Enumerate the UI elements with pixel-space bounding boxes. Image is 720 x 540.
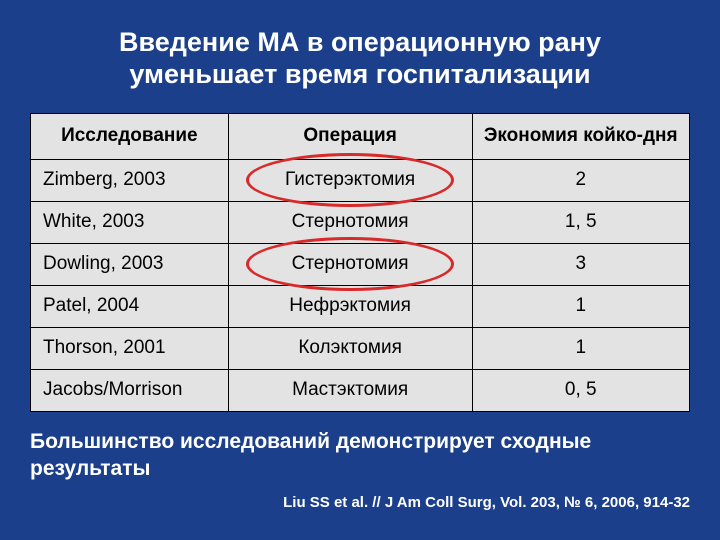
cell-operation: Колэктомия: [228, 327, 472, 369]
cell-savings: 2: [472, 159, 689, 201]
cell-operation: Гистерэктомия: [228, 159, 472, 201]
summary-text: Большинство исследований демонстрирует с…: [30, 428, 690, 483]
slide-title: Введение МА в операционную рану уменьшае…: [30, 26, 690, 91]
citation-text: Liu SS et al. // J Am Coll Surg, Vol. 20…: [30, 494, 690, 511]
cell-study: White, 2003: [31, 201, 229, 243]
cell-study: Dowling, 2003: [31, 243, 229, 285]
col-operation: Операция: [228, 113, 472, 159]
table-body: Zimberg, 2003Гистерэктомия2White, 2003Ст…: [31, 159, 690, 411]
cell-savings: 0, 5: [472, 369, 689, 411]
slide: Введение МА в операционную рану уменьшае…: [0, 0, 720, 540]
cell-study: Jacobs/Morrison: [31, 369, 229, 411]
cell-operation: Стернотомия: [228, 201, 472, 243]
cell-savings: 3: [472, 243, 689, 285]
cell-operation: Стернотомия: [228, 243, 472, 285]
cell-study: Patel, 2004: [31, 285, 229, 327]
title-line1: Введение МА в операционную рану: [119, 27, 601, 57]
cell-study: Thorson, 2001: [31, 327, 229, 369]
table-wrap: Исследование Операция Экономия койко-дня…: [30, 113, 690, 412]
cell-savings: 1: [472, 327, 689, 369]
table-row: Zimberg, 2003Гистерэктомия2: [31, 159, 690, 201]
cell-operation: Мастэктомия: [228, 369, 472, 411]
table-row: Thorson, 2001Колэктомия1: [31, 327, 690, 369]
table-row: Dowling, 2003Стернотомия3: [31, 243, 690, 285]
col-savings: Экономия койко-дня: [472, 113, 689, 159]
table-row: Patel, 2004Нефрэктомия1: [31, 285, 690, 327]
studies-table: Исследование Операция Экономия койко-дня…: [30, 113, 690, 412]
cell-study: Zimberg, 2003: [31, 159, 229, 201]
table-row: Jacobs/MorrisonМастэктомия0, 5: [31, 369, 690, 411]
cell-savings: 1: [472, 285, 689, 327]
table-row: White, 2003Стернотомия1, 5: [31, 201, 690, 243]
cell-savings: 1, 5: [472, 201, 689, 243]
cell-operation: Нефрэктомия: [228, 285, 472, 327]
table-header-row: Исследование Операция Экономия койко-дня: [31, 113, 690, 159]
title-line2: уменьшает время госпитализации: [129, 59, 590, 89]
col-study: Исследование: [31, 113, 229, 159]
